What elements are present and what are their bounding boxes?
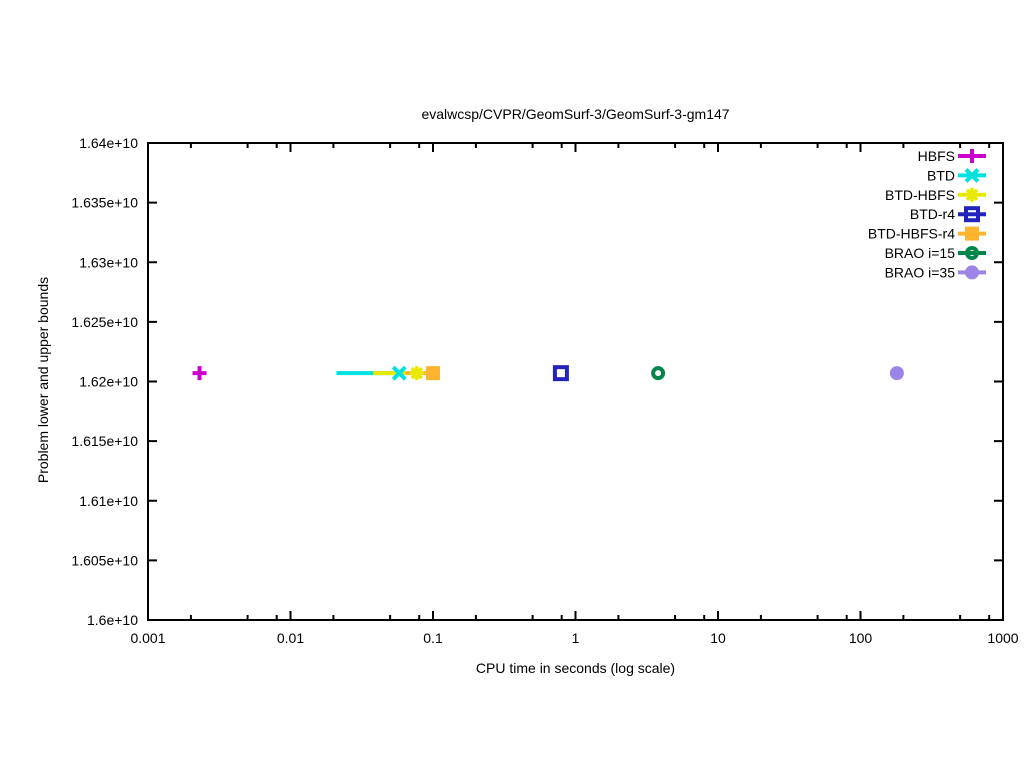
plus-marker-shape [192,366,207,381]
x-tick-label: 10 [710,630,726,646]
legend-label-BRAO i=15: BRAO i=15 [885,245,956,261]
y-tick-label: 1.6e+10 [87,612,138,628]
legend-label-BTD-HBFS-r4: BTD-HBFS-r4 [868,226,955,242]
circle-filled-marker-shape [965,265,979,280]
y-tick-label: 1.63e+10 [79,254,138,270]
legend-label-BTD-HBFS: BTD-HBFS [885,187,955,203]
y-tick-label: 1.62e+10 [79,374,138,390]
asterisk-marker-shape [965,188,979,202]
series-point-BTD-HBFS-r4 [426,366,440,381]
legend-marker-BRAO i=35 [965,265,979,280]
legend-label-BRAO i=35: BRAO i=35 [885,264,956,280]
series-point-BTD-HBFS [409,366,424,381]
legend-label-HBFS: HBFS [918,148,955,164]
x-tick-label: 1 [572,630,580,646]
x-tick-label: 0.001 [130,630,165,646]
series-point-BRAO i=35 [889,366,904,381]
square-filled-marker-shape [426,366,440,381]
asterisk-marker-shape [410,366,424,380]
legend-marker-BTD-r4 [964,206,980,223]
plot-border [147,142,1004,621]
x-tick-label: 1000 [987,630,1018,646]
series-point-HBFS [192,366,207,381]
legend-marker-BRAO i=15 [965,246,979,260]
x-axis-title: CPU time in seconds (log scale) [475,660,676,676]
circle-filled-marker-shape [889,366,904,381]
legend-marker-BTD-HBFS-r4 [965,226,979,241]
legend-label-BTD-r4: BTD-r4 [910,206,955,222]
legend-marker-HBFS [965,149,979,163]
legend-marker-BTD [964,167,980,183]
series-point-BTD [391,365,407,381]
x-tick-label: 100 [849,630,873,646]
square-filled-marker-shape [965,226,979,241]
legend-marker-BTD-HBFS [965,187,979,202]
plus-marker-shape [965,149,979,163]
chart-title: evalwcsp/CVPR/GeomSurf-3/GeomSurf-3-gm14… [421,106,730,122]
cross-marker-shape [391,365,407,381]
series-point-BTD-r4 [552,365,569,382]
y-tick-label: 1.635e+10 [71,195,138,211]
circle-open-marker-shape [651,366,666,381]
y-tick-label: 1.61e+10 [79,493,138,509]
legend: HBFS BTD BTD-HBFS BTD-r4 BTD-HBFS-r4 BRAO i=1… [868,148,986,280]
cross-marker-shape [964,167,980,183]
x-tick-label: 0.01 [277,630,304,646]
y-tick-label: 1.615e+10 [71,433,138,449]
circle-open-marker-shape [965,246,979,260]
square-open-marker-shape [964,206,980,223]
y-tick-label: 1.605e+10 [71,552,138,568]
y-tick-label: 1.625e+10 [71,314,138,330]
legend-label-BTD: BTD [927,167,955,183]
series-point-BRAO i=15 [651,366,666,381]
x-tick-label: 0.1 [423,630,443,646]
square-open-marker-shape [552,365,569,382]
y-tick-label: 1.64e+10 [79,135,138,151]
